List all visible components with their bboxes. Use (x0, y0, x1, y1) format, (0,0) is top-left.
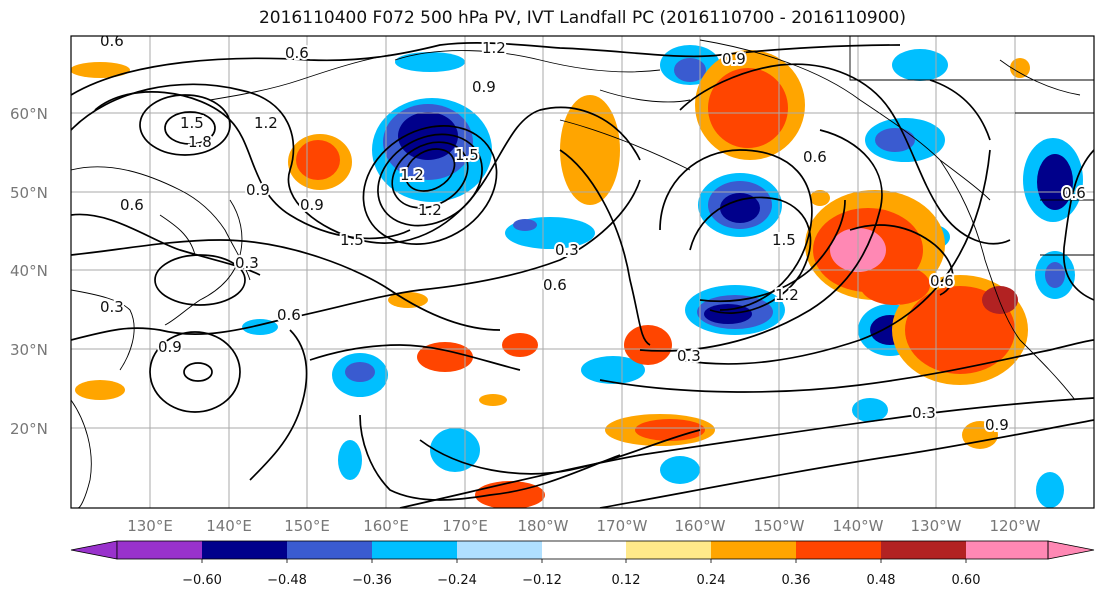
contour-label: 0.6 (100, 32, 124, 50)
contour-label: 1.5 (180, 114, 204, 132)
colorbar-swatch (117, 541, 202, 559)
colorbar-swatch (202, 541, 287, 559)
contour-label: 0.9 (472, 78, 496, 96)
colorbar-tick-label: 0.24 (697, 573, 726, 588)
colorbar-tick-label: −0.48 (267, 573, 307, 588)
positive-anomaly-shading (71, 50, 1030, 508)
lat-label: 20°N (10, 420, 48, 438)
lon-label: 140°W (833, 517, 884, 535)
map-title: 2016110400 F072 500 hPa PV, IVT Landfall… (258, 8, 906, 28)
lon-label: 130°W (911, 517, 962, 535)
colorbar-swatch (542, 541, 626, 559)
lon-label: 160°E (363, 517, 409, 535)
lon-label: 160°W (675, 517, 726, 535)
lat-label: 50°N (10, 184, 48, 202)
colorbar-tick-label: −0.24 (437, 573, 477, 588)
colorbar: −0.60 −0.48 −0.36 −0.24 −0.12 0.12 0.24 … (70, 540, 1095, 588)
contour-label: 0.9 (158, 338, 182, 356)
colorbar-swatch (966, 541, 1048, 559)
colorbar-swatch (457, 541, 542, 559)
colorbar-tick-label: 0.48 (867, 573, 896, 588)
lon-label: 120°W (990, 517, 1041, 535)
contour-label: 1.2 (482, 39, 506, 57)
coastlines (71, 36, 1094, 508)
lon-label: 170°E (442, 517, 488, 535)
contour-label: 0.6 (120, 196, 144, 214)
colorbar-swatch (287, 541, 372, 559)
contour-label: 0.6 (1062, 184, 1086, 202)
lon-label: 150°E (284, 517, 330, 535)
contour-label: 0.6 (543, 276, 567, 294)
contour-label: 1.2 (254, 114, 278, 132)
contour-label: 1.2 (775, 286, 799, 304)
contour-label: 1.5 (340, 231, 364, 249)
contour-label: 1.5 (455, 146, 479, 164)
lat-label: 40°N (10, 262, 48, 280)
lon-label: 140°E (206, 517, 252, 535)
contour-label: 1.8 (188, 133, 212, 151)
graticule (71, 36, 1094, 508)
contour-label: 0.3 (912, 404, 936, 422)
lon-label: 130°E (127, 517, 173, 535)
contour-label: 0.3 (100, 298, 124, 316)
contour-labels: 0.6 0.6 1.2 0.9 0.9 1.5 1.8 1.2 0.9 0.6 … (98, 32, 1088, 436)
contour-label: 0.9 (985, 416, 1009, 434)
contour-label: 0.6 (803, 148, 827, 166)
colorbar-tick-label: 0.60 (952, 573, 981, 588)
colorbar-min-extend (70, 540, 118, 560)
colorbar-swatch (626, 541, 711, 559)
contour-label: 0.6 (285, 44, 309, 62)
contour-label: 0.3 (555, 241, 579, 259)
colorbar-swatch (711, 541, 796, 559)
contour-label: 0.3 (677, 347, 701, 365)
colorbar-tick-label: −0.36 (352, 573, 392, 588)
colorbar-tick-label: −0.60 (182, 573, 222, 588)
lon-label: 150°W (754, 517, 805, 535)
colorbar-swatch (372, 541, 457, 559)
contour-label: 1.2 (418, 201, 442, 219)
lat-label: 30°N (10, 341, 48, 359)
colorbar-max-extend (1047, 540, 1095, 560)
colorbar-swatch (881, 541, 966, 559)
contour-label: 0.9 (300, 196, 324, 214)
contour-label: 1.2 (400, 166, 424, 184)
map-frame (70, 35, 1095, 509)
colorbar-tick-label: 0.36 (782, 573, 811, 588)
contour-label: 0.6 (277, 306, 301, 324)
lon-label: 170°W (597, 517, 648, 535)
colorbar-tick-label: 0.12 (612, 573, 641, 588)
contour-label: 0.9 (246, 181, 270, 199)
longitude-labels: 130°E 140°E 150°E 160°E 170°E 180°W 170°… (127, 517, 1040, 535)
colorbar-swatch (796, 541, 881, 559)
contour-label: 0.6 (930, 272, 954, 290)
colorbar-tick-label: −0.12 (522, 573, 562, 588)
latitude-labels: 60°N 50°N 40°N 30°N 20°N (10, 105, 48, 438)
lon-label: 180°W (518, 517, 569, 535)
pv-contours (71, 42, 1094, 508)
lat-label: 60°N (10, 105, 48, 123)
contour-label: 1.5 (772, 231, 796, 249)
contour-label: 0.9 (722, 50, 746, 68)
contour-label: 0.3 (235, 254, 259, 272)
